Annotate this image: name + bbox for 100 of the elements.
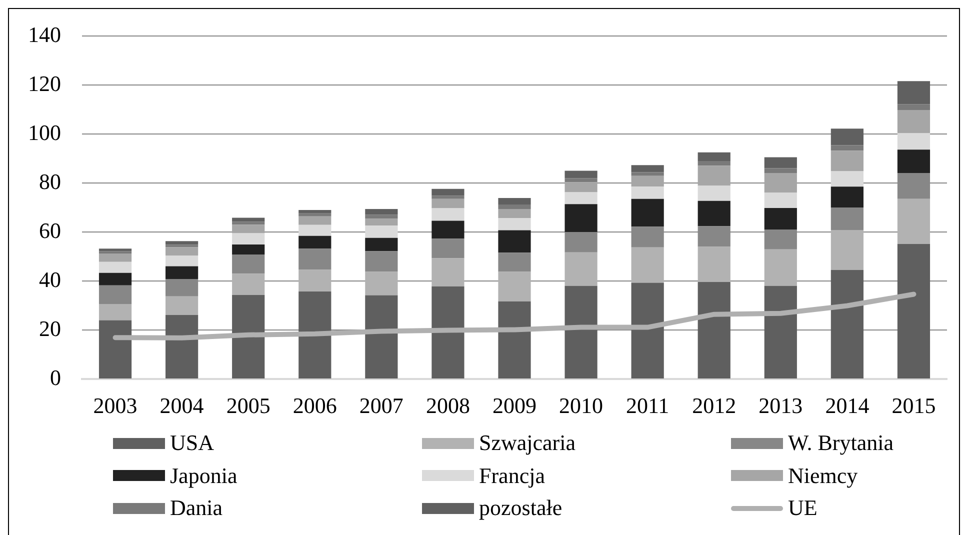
bar [830, 171, 864, 187]
y-tick-label: 60 [39, 218, 61, 243]
x-tick-label: 2009 [492, 392, 536, 418]
bar [365, 208, 398, 215]
bar [98, 254, 132, 262]
bar [698, 160, 730, 166]
bar [232, 244, 265, 255]
bar [631, 172, 664, 176]
bar [98, 251, 132, 254]
legend-label: Francja [479, 462, 545, 489]
bar [166, 247, 198, 256]
bar [166, 315, 198, 378]
bar [498, 198, 531, 205]
bar [698, 282, 730, 378]
bar [432, 220, 464, 239]
bar [631, 186, 664, 199]
x-tick-label: 2014 [825, 392, 870, 418]
bar [98, 320, 132, 378]
bar [432, 198, 464, 208]
x-tick-label: 2007 [359, 392, 404, 418]
bar [764, 208, 797, 230]
bar [897, 104, 930, 110]
bar [166, 266, 198, 280]
bar [498, 218, 531, 230]
bar [232, 224, 265, 234]
bar [564, 252, 598, 286]
legend-label: Szwajcaria [479, 430, 576, 456]
bar [764, 172, 797, 193]
legend-label: Japonia [170, 462, 238, 489]
y-tick-label: 0 [50, 364, 61, 390]
bar [365, 214, 398, 219]
bar [365, 226, 398, 238]
bar [698, 166, 730, 186]
bar [298, 248, 332, 270]
bar [365, 251, 398, 272]
bar [764, 192, 797, 208]
bar [365, 272, 398, 296]
bar [498, 252, 531, 272]
bar [298, 224, 332, 236]
bar [232, 294, 265, 378]
bar [897, 133, 930, 150]
bar [166, 244, 198, 248]
legend-label: Niemcy [788, 462, 858, 489]
y-tick-label: 140 [28, 22, 61, 47]
bar [698, 246, 730, 282]
bar [498, 204, 531, 209]
bar [830, 186, 864, 208]
legend-label: Dania [170, 495, 223, 522]
bar [698, 152, 730, 161]
bar [232, 222, 265, 225]
y-tick-label: 20 [39, 316, 61, 341]
bar [764, 286, 797, 378]
bar [432, 286, 464, 378]
bar [365, 238, 398, 252]
bar [166, 241, 198, 245]
x-tick-label: 2015 [892, 392, 936, 418]
bar [98, 262, 132, 273]
bar [631, 198, 664, 227]
bar [232, 274, 265, 295]
bar [897, 110, 930, 134]
bar [498, 230, 531, 253]
bar [830, 150, 864, 172]
legend-label: UE [788, 495, 818, 522]
bar [166, 256, 198, 266]
bar [498, 208, 531, 218]
bar [498, 272, 531, 302]
bar [298, 210, 332, 214]
bar [830, 208, 864, 230]
x-tick-label: 2010 [559, 392, 604, 418]
bar [897, 150, 930, 173]
bar [98, 248, 132, 252]
bar [764, 168, 797, 173]
bar [564, 286, 598, 378]
bar [564, 178, 598, 182]
bar [564, 170, 598, 178]
bar [897, 198, 930, 244]
bar [432, 238, 464, 258]
bar [232, 233, 265, 244]
bar [432, 196, 464, 199]
x-tick-label: 2011 [626, 392, 670, 418]
bar [830, 230, 864, 270]
bar [764, 249, 797, 286]
y-tick-label: 80 [39, 168, 61, 194]
x-tick-label: 2013 [758, 392, 803, 418]
bar [298, 270, 332, 292]
bar [432, 208, 464, 221]
bar [564, 192, 598, 204]
bar [298, 292, 332, 378]
bar [698, 200, 730, 226]
bar [830, 145, 864, 151]
bar [166, 296, 198, 316]
bar [631, 165, 664, 172]
x-tick-label: 2012 [692, 392, 736, 418]
bar [98, 285, 132, 304]
bar [897, 81, 930, 104]
bar [498, 301, 531, 378]
bar [298, 236, 332, 249]
x-tick-label: 2008 [426, 392, 470, 418]
y-tick-label: 40 [39, 266, 61, 292]
bar [432, 258, 464, 286]
